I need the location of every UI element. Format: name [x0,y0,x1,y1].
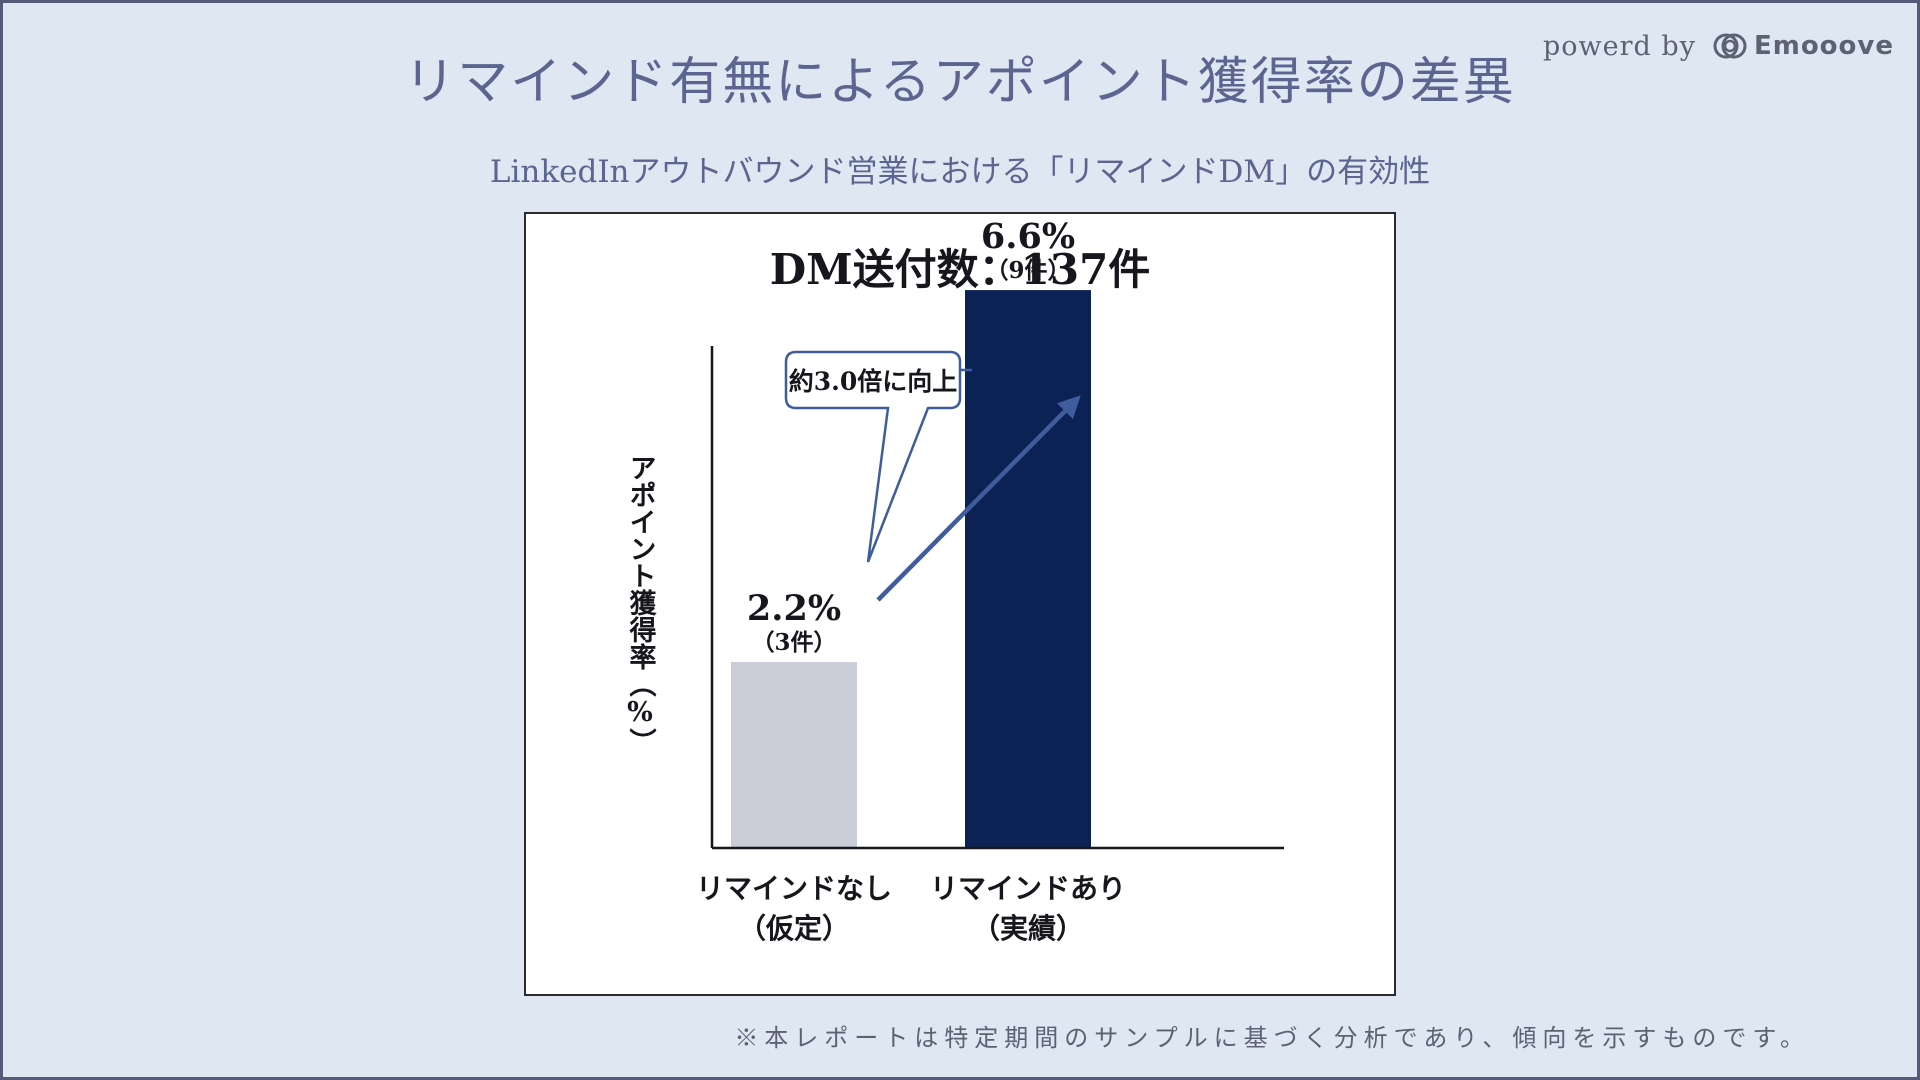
chart-panel: DM送付数：137件 アポイント獲得率（%） 2.2% （3件） リマインドなし （仮… [524,212,1396,996]
page-title: リマインド有無によるアポイント獲得率の差異 [404,53,1516,112]
labels-layer: 2.2%（3件） リマインドなし （仮定） 6.6%（9件） リマインドあり （実績） [696,216,1126,945]
brand-name: Emooove [1753,31,1894,61]
bar-chart: DM送付数：137件 アポイント獲得率（%） 2.2%（3件） リマインドなし （仮… [625,216,1284,945]
bar-1 [731,662,857,848]
bar-count-label-2: （9件） [985,257,1070,284]
x-tick-label-1-line2: （仮定） [738,912,850,945]
bar-value-label-2: 6.6% [981,216,1075,257]
bar-count-label-1: （3件） [751,629,836,656]
brand-prefix: powerd by [1543,30,1696,62]
bar-2 [965,290,1091,848]
footnote: ※本レポートは特定期間のサンプルに基づく分析であり、傾向を示すものです。 [734,1024,1810,1052]
callout-text: 約3.0倍に向上 [789,367,958,396]
page-subtitle: LinkedInアウトバウンド営業における「リマインドDM」の有効性 [489,154,1431,190]
bar-value-label-1: 2.2% [747,588,841,629]
x-tick-label-2-line2: （実績） [972,912,1084,945]
x-tick-label-1-line1: リマインドなし [696,872,892,905]
emooove-logo-icon [1713,33,1747,59]
callout-bubble [784,350,962,563]
increase-arrow [876,395,1081,602]
annotation-callout: 約3.0倍に向上 [784,350,972,563]
x-tick-label-2-line1: リマインドあり [930,872,1126,905]
y-axis-title-group: アポイント獲得率（%） [625,454,658,755]
y-axis-title: アポイント獲得率（%） [625,454,658,755]
brand-credit: powerd by Emooove [1543,26,1894,66]
bars-layer [731,290,1091,848]
chart-title: DM送付数：137件 [770,245,1151,294]
brand-logo: Emooove [1712,28,1894,64]
